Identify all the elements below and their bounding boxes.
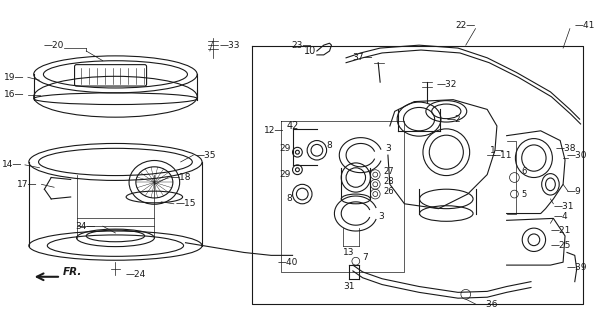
Text: 29: 29	[279, 144, 291, 153]
Text: 3: 3	[385, 144, 390, 153]
Text: 22—: 22—	[455, 21, 475, 30]
Text: —31: —31	[553, 202, 574, 211]
Text: —20: —20	[44, 41, 64, 50]
Text: 19—: 19—	[4, 73, 25, 82]
Text: 8: 8	[287, 195, 292, 204]
Text: 10: 10	[304, 46, 316, 56]
Text: —2: —2	[446, 115, 461, 124]
Text: 12—: 12—	[264, 126, 285, 135]
Text: —21: —21	[550, 226, 571, 235]
Text: 16—: 16—	[4, 90, 25, 99]
Text: 34—: 34—	[75, 222, 96, 231]
Text: —30: —30	[567, 151, 587, 160]
Text: 23—: 23—	[292, 41, 312, 50]
Text: 5: 5	[521, 189, 526, 199]
Text: FR.: FR.	[63, 267, 83, 277]
Text: 14—: 14—	[2, 160, 22, 169]
Text: —33: —33	[219, 41, 240, 50]
Text: —25: —25	[550, 241, 571, 250]
Text: —4: —4	[553, 212, 568, 221]
Text: 26: 26	[383, 187, 393, 196]
Text: —36: —36	[477, 300, 498, 308]
Text: —9: —9	[567, 187, 582, 196]
Text: —15: —15	[176, 199, 196, 208]
Text: 13: 13	[343, 248, 355, 257]
Text: 37—: 37—	[352, 53, 373, 62]
Text: 1—: 1—	[490, 146, 505, 155]
Text: —40: —40	[278, 258, 298, 267]
Text: —18: —18	[171, 173, 191, 182]
Text: —24: —24	[125, 270, 145, 279]
Text: 8: 8	[327, 141, 332, 150]
Text: —32: —32	[437, 80, 457, 89]
Text: 7: 7	[362, 253, 368, 262]
Text: 17—: 17—	[17, 180, 38, 189]
Text: —35: —35	[195, 151, 216, 160]
Text: —39: —39	[567, 262, 587, 272]
Text: 29: 29	[279, 170, 291, 179]
Text: 27: 27	[383, 167, 393, 176]
Text: —11: —11	[492, 151, 512, 160]
Text: —38: —38	[556, 144, 576, 153]
Text: 3: 3	[378, 212, 384, 221]
Text: 6: 6	[521, 167, 527, 176]
Text: 42: 42	[286, 121, 299, 131]
Text: 28: 28	[383, 177, 393, 186]
Text: 31: 31	[343, 282, 355, 291]
Text: —41: —41	[575, 21, 595, 30]
